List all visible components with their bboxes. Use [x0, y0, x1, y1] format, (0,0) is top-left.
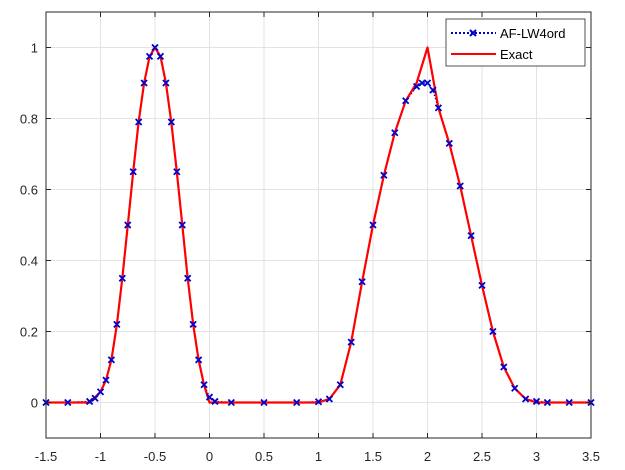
y-tick-label: 1 — [31, 41, 38, 56]
series-layer — [42, 43, 595, 407]
af-lw4ord-point — [325, 395, 334, 403]
af-lw4ord-point — [211, 397, 219, 406]
af-lw4ord-point — [521, 395, 530, 403]
af-lw4ord-point — [140, 79, 148, 87]
plot-area: -1.5 -1 -0.5 0 0.5 1 1.5 2 2.5 3 3.5 0 0.2 0.4 0.6 0.8 1 — [20, 11, 600, 465]
af-lw4ord-point — [412, 82, 421, 91]
af-lw4ord-point — [293, 398, 301, 407]
af-lw4ord-point — [156, 52, 165, 61]
x-tick-label: 3 — [533, 449, 540, 464]
af-lw4ord-point — [358, 278, 366, 286]
legend-box — [445, 18, 586, 67]
af-lw4ord-point — [151, 43, 159, 52]
af-lw4ord-point — [565, 398, 573, 407]
y-tick-label: 0.6 — [20, 183, 38, 198]
x-tick-label: 3.5 — [582, 449, 600, 464]
x-tick-label: -0.5 — [144, 449, 166, 464]
x-tick-label: -1 — [95, 449, 107, 464]
y-tick-label: 0 — [31, 396, 38, 411]
x-tick-label: -1.5 — [35, 449, 57, 464]
af-lw4ord-point — [423, 79, 432, 87]
af-lw4ord-point — [314, 398, 323, 406]
legend[interactable]: AF-LW4ord Exact — [445, 18, 586, 67]
af-lw4ord-point — [429, 86, 437, 94]
af-lw4ord-point — [107, 356, 116, 364]
af-lw4ord-point — [500, 363, 508, 371]
af-lw4ord-point — [260, 398, 268, 407]
af-lw4ord-point — [478, 281, 486, 289]
af-lw4ord-point — [194, 356, 203, 364]
y-tick-label: 0.2 — [20, 325, 38, 340]
af-lw4ord-point — [543, 398, 552, 407]
legend-marker-x-icon — [469, 29, 477, 37]
legend-entry-exact[interactable]: Exact — [451, 47, 533, 62]
af-lw4ord-point — [456, 182, 464, 190]
af-lw4ord-point — [445, 139, 453, 147]
legend-label-exact: Exact — [500, 47, 533, 62]
af-lw4ord-point — [380, 171, 388, 179]
af-lw4ord-point — [96, 388, 105, 396]
af-lw4ord-point — [200, 381, 208, 389]
af-lw4ord-point — [64, 398, 72, 407]
af-lw4ord-point — [489, 327, 497, 336]
af-lw4ord-point — [91, 394, 99, 402]
af-lw4ord-point — [129, 168, 137, 176]
x-tick-label: 1.5 — [364, 449, 382, 464]
af-lw4ord-point — [124, 221, 132, 229]
af-lw4ord-point — [336, 381, 344, 389]
af-lw4ord-point — [173, 168, 181, 176]
af-lw4ord-point — [162, 79, 170, 87]
legend-label-af-lw4ord: AF-LW4ord — [500, 26, 566, 41]
af-lw4ord-point — [113, 320, 121, 329]
af-lw4ord-point — [402, 97, 410, 105]
af-lw4ord-point — [178, 221, 186, 229]
legend-entry-af-lw4ord[interactable]: AF-LW4ord — [451, 26, 566, 41]
tick-marks — [45, 12, 592, 438]
x-tick-label: 2 — [424, 449, 431, 464]
af-lw4ord-point — [369, 221, 377, 229]
af-lw4ord-point — [118, 274, 126, 282]
af-lw4ord-point — [85, 397, 94, 406]
af-lw4ord-point — [511, 384, 519, 392]
x-tick-label: 0.5 — [255, 449, 273, 464]
af-lw4ord-point — [434, 104, 443, 112]
tick-labels: -1.5 -1 -0.5 0 0.5 1 1.5 2 2.5 3 3.5 0 0.2 0.4 0.6 0.8 1 — [20, 41, 600, 465]
af-lw4ord-point — [391, 129, 399, 137]
af-lw4ord-point — [184, 274, 192, 282]
af-lw4ord-point — [467, 232, 475, 240]
af-lw4ord-point — [145, 52, 154, 61]
af-lw4ord-point — [102, 376, 110, 384]
x-tick-label: 2.5 — [473, 449, 491, 464]
af-lw4ord-point — [347, 338, 355, 346]
x-tick-label: 0 — [206, 449, 213, 464]
af-lw4ord-point — [532, 397, 541, 406]
y-tick-label: 0.8 — [20, 112, 38, 127]
af-lw4ord-point — [167, 118, 175, 126]
af-lw4ord-point — [227, 398, 235, 407]
y-tick-label: 0.4 — [20, 254, 38, 269]
af-lw4ord-point — [189, 320, 197, 329]
af-lw4ord-point — [418, 79, 426, 87]
x-tick-label: 1 — [315, 449, 322, 464]
af-lw4ord-point — [135, 118, 143, 126]
